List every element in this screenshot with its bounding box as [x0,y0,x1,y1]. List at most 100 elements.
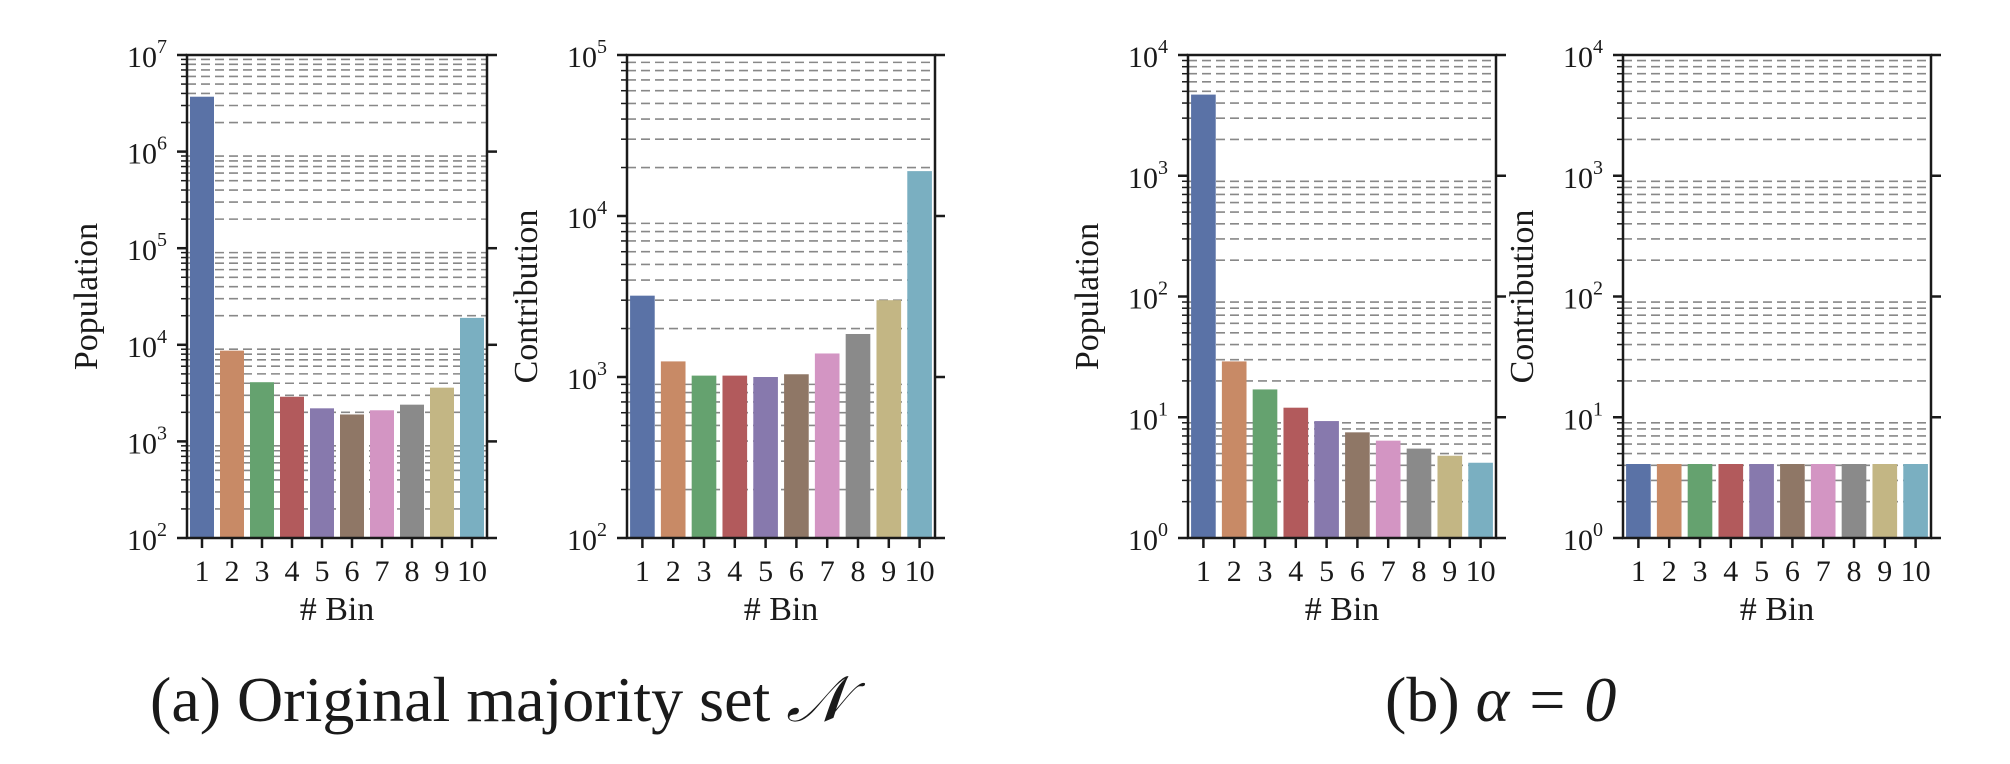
bar-bin-3 [1687,464,1713,538]
bar-bin-6 [1780,464,1805,538]
x-tick-label: 3 [255,555,270,588]
x-tick-label: 3 [1258,555,1273,588]
y-tick-label: 105 [567,36,607,74]
x-tick-label: 6 [1350,555,1365,588]
y-tick-label: 100 [1563,519,1603,557]
chart-panel-1: 102 103 104 105 106 107 1 2 3 4 5 6 7 8 9 10 # Bin Popula… [68,36,497,628]
x-tick-label: 10 [1901,555,1931,588]
x-tick-label: 6 [1785,555,1800,588]
bar-bin-9 [1437,455,1463,538]
caption-b: (b) α = 0 [1385,668,1616,732]
x-tick-label: 7 [1381,555,1396,588]
bar-bin-10 [1468,462,1493,538]
x-tick-label: 8 [1847,555,1862,588]
bar-bin-2 [1656,464,1682,538]
y-tick-label: 107 [127,36,167,74]
y-tick-label: 101 [1128,398,1168,436]
x-tick-label: 4 [727,555,742,588]
y-axis-label: Contribution [1504,210,1541,384]
x-tick-label: 1 [195,555,210,588]
bar-bin-5 [310,408,334,538]
x-axis-label: # Bin [300,591,375,628]
chart-panel-3: 100 101 102 103 104 1 2 3 4 5 6 7 8 9 10 # Bin Populatio… [1069,36,1506,628]
y-tick-label: 105 [127,229,167,267]
bar-bin-4 [1718,464,1744,538]
bar-bin-5 [753,377,778,538]
bar-bin-1 [1191,94,1216,539]
bar-bin-1 [630,295,655,538]
x-tick-label: 5 [1319,555,1334,588]
bar-bin-3 [691,375,717,538]
bar-bin-10 [460,317,484,538]
bar-bin-4 [1283,407,1309,538]
plot-frame [625,53,937,540]
x-axis-label: # Bin [1740,591,1815,628]
y-tick-label: 104 [567,197,607,235]
bar-bin-7 [814,353,840,538]
bar-bin-1 [190,96,214,538]
x-tick-label: 5 [315,555,330,588]
x-tick-label: 2 [225,555,240,588]
y-tick-label: 103 [567,358,607,396]
x-tick-label: 3 [1693,555,1708,588]
bar-bin-6 [1345,432,1370,538]
x-tick-label: 10 [1466,555,1496,588]
bar-bin-3 [250,382,274,538]
bar-bin-8 [1406,448,1432,538]
y-tick-label: 103 [127,422,167,460]
x-tick-label: 10 [905,555,935,588]
caption-b-math: α = 0 [1475,664,1617,735]
bar-bin-1 [1626,464,1651,538]
caption-a-prefix: (a) [150,664,222,735]
x-tick-label: 2 [1227,555,1242,588]
y-tick-label: 103 [1563,157,1603,195]
bar-bin-8 [400,404,424,538]
x-tick-label: 6 [789,555,804,588]
bar-bin-5 [1749,464,1774,538]
x-axis-label: # Bin [744,591,819,628]
chart-panel-4: 100 101 102 103 104 1 2 3 4 5 6 7 8 9 10 # Bin Contribut… [1504,36,1941,628]
y-tick-label: 102 [567,519,607,557]
y-tick-label: 103 [1128,157,1168,195]
x-tick-label: 7 [375,555,390,588]
bar-bin-6 [340,414,364,538]
bar-bin-3 [1252,389,1278,538]
y-tick-label: 104 [1563,36,1603,74]
bar-bin-6 [784,374,809,538]
bar-bin-2 [220,350,244,538]
y-tick-label: 100 [1128,519,1168,557]
caption-a: (a) Original majority set 𝒩 [150,668,848,732]
y-axis-label: Population [68,223,105,370]
x-tick-label: 2 [666,555,681,588]
bar-bin-9 [876,300,902,538]
bar-bin-2 [660,361,686,538]
x-tick-label: 4 [285,555,300,588]
bar-bin-9 [430,387,454,538]
caption-a-text: Original majority set [237,664,787,735]
x-tick-label: 2 [1662,555,1677,588]
chart-panel-2: 102 103 104 105 1 2 3 4 5 6 7 8 9 10 # Bin Contribution [508,36,945,628]
x-tick-label: 5 [758,555,773,588]
x-tick-label: 8 [1412,555,1427,588]
x-tick-label: 1 [1196,555,1211,588]
x-tick-label: 9 [1877,555,1892,588]
caption-b-prefix: (b) [1385,664,1460,735]
y-tick-label: 104 [1128,36,1168,74]
bar-bin-10 [907,171,932,538]
y-tick-label: 102 [1128,278,1168,316]
x-tick-label: 4 [1723,555,1738,588]
bar-bin-7 [1810,464,1836,538]
bar-bin-2 [1221,361,1247,538]
x-tick-label: 9 [435,555,450,588]
x-tick-label: 6 [345,555,360,588]
bar-bin-7 [370,410,394,538]
bar-bin-9 [1872,464,1898,538]
x-tick-label: 8 [405,555,420,588]
y-axis-label: Contribution [508,210,545,384]
x-tick-label: 3 [697,555,712,588]
x-tick-label: 5 [1754,555,1769,588]
y-tick-label: 102 [1563,278,1603,316]
x-tick-label: 1 [635,555,650,588]
bar-bin-4 [280,396,304,538]
